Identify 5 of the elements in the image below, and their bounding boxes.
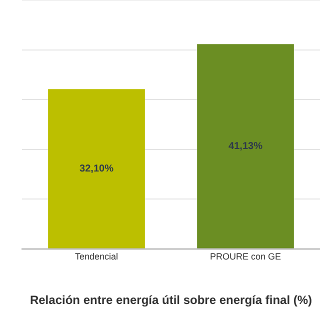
- data-label: 32,10%: [80, 163, 114, 174]
- x-tick-label: Tendencial: [74, 252, 118, 262]
- data-label: 41,13%: [228, 140, 263, 152]
- x-tick-label: PROURE con GE: [210, 252, 282, 262]
- text: Relación entre energía útil sobre energía final (%): [30, 293, 312, 308]
